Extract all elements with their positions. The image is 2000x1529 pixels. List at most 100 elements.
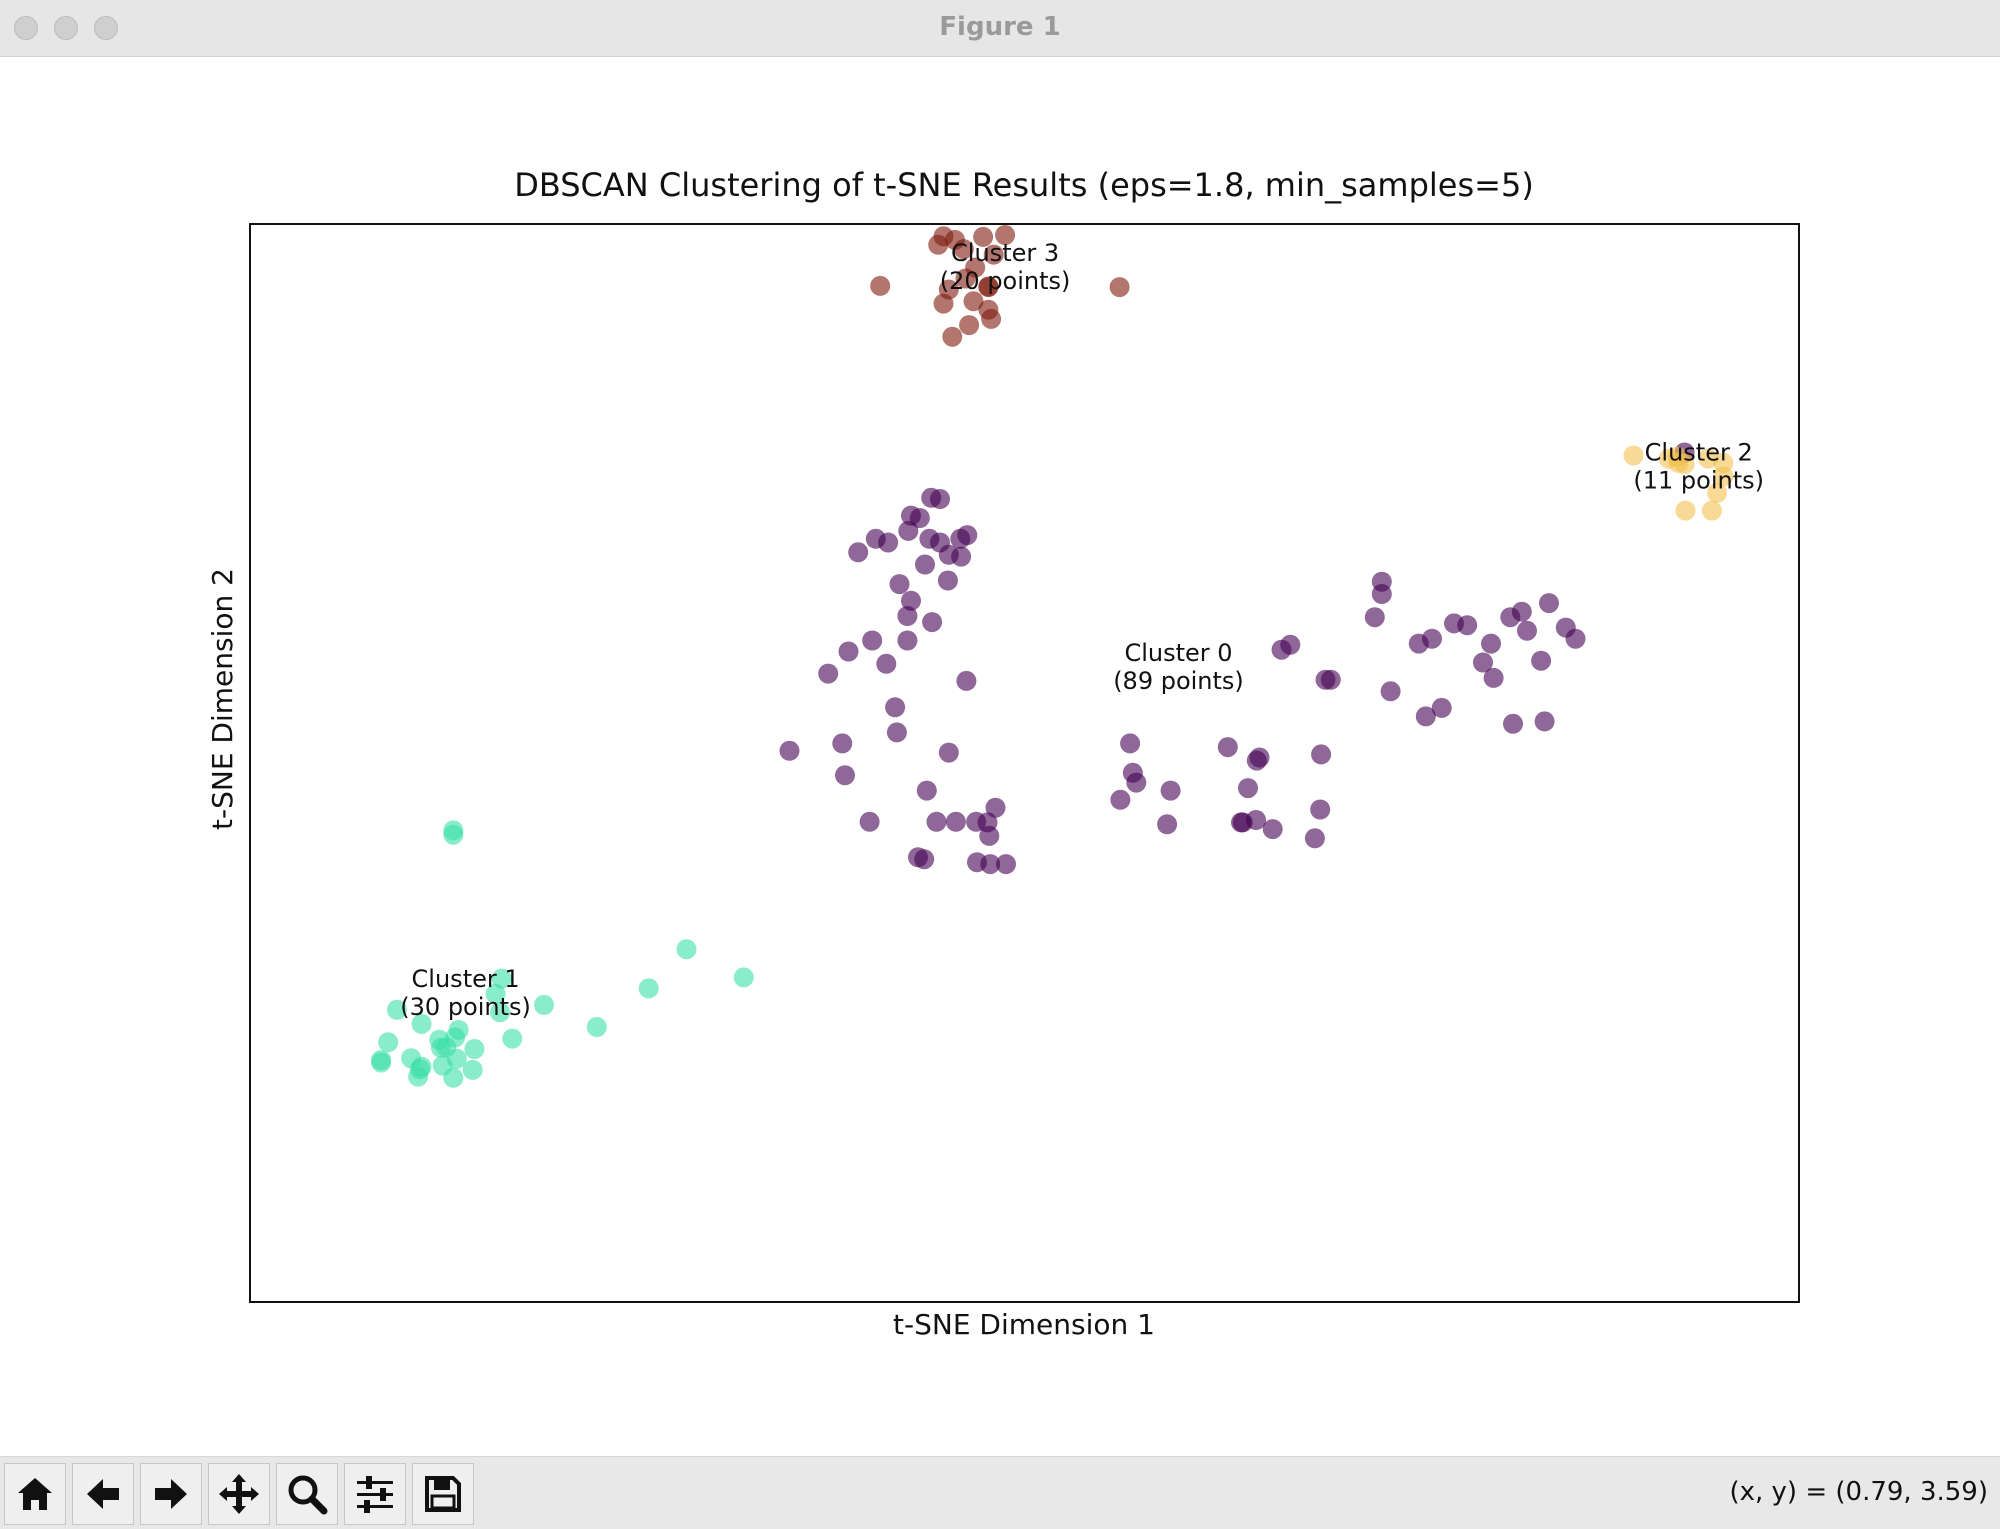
cluster-0-point: [956, 670, 977, 691]
cluster-0-point: [898, 520, 919, 541]
cluster-0-point: [832, 733, 853, 754]
close-window-button[interactable]: [14, 16, 38, 40]
cluster-0-point: [1320, 669, 1341, 690]
cluster-0-point: [1380, 681, 1401, 702]
cluster-3-point: [981, 308, 1002, 329]
cluster-0-point: [818, 663, 839, 684]
cluster-3-point: [953, 239, 974, 260]
cluster-0-point: [1534, 711, 1555, 732]
cluster-0-point: [897, 630, 918, 651]
minimize-window-button[interactable]: [54, 16, 78, 40]
cluster-1-point: [464, 1039, 485, 1059]
zoom-button[interactable]: [276, 1463, 338, 1525]
cluster-1-label: Cluster 1 (30 points): [400, 965, 531, 1021]
data-points: [371, 225, 1734, 1088]
cluster-0-point: [835, 765, 855, 786]
cluster-0-point: [878, 532, 899, 553]
save-icon: [425, 1476, 461, 1512]
cluster-0-point: [915, 554, 935, 575]
plot-area-frame: [249, 223, 1800, 1303]
cluster-0-point: [1311, 744, 1332, 765]
cluster-1-point: [378, 1032, 399, 1053]
cluster-labels: Cluster 0 (89 points) Cluster 1 (30 points)…: [400, 239, 1764, 1021]
pan-button[interactable]: [208, 1463, 270, 1525]
home-icon: [18, 1478, 52, 1510]
cluster-0-point: [1249, 747, 1270, 768]
back-button[interactable]: [72, 1463, 134, 1525]
cluster-2-point: [1675, 500, 1696, 521]
cluster-3-point: [870, 275, 891, 296]
navigation-toolbar: (x, y) = (0.79, 3.59): [0, 1456, 2000, 1529]
cluster-label-name: Cluster 1: [412, 965, 520, 993]
cluster-0-point: [967, 852, 987, 873]
save-button[interactable]: [412, 1463, 474, 1525]
cluster-1-point: [485, 983, 506, 1004]
cluster-label-name: Cluster 2: [1645, 439, 1753, 467]
cluster-3-point: [933, 293, 954, 314]
cluster-0-point: [1481, 633, 1501, 654]
cluster-0-label: Cluster 0 (89 points): [1113, 639, 1244, 695]
forward-button[interactable]: [140, 1463, 202, 1525]
cluster-1-point: [638, 978, 659, 999]
x-axis-label: t-SNE Dimension 1: [893, 1308, 1155, 1341]
cluster-0-point: [938, 742, 959, 763]
cluster-label-count: (89 points): [1113, 667, 1244, 695]
cluster-0-point: [1231, 812, 1251, 833]
cluster-3-point: [928, 234, 949, 255]
cluster-1-point: [371, 1050, 392, 1071]
cluster-0-point: [1415, 706, 1436, 727]
cluster-3-point: [995, 225, 1016, 245]
configure-subplots-button[interactable]: [344, 1463, 406, 1525]
scatter-chart: DBSCAN Clustering of t-SNE Results (eps=…: [206, 166, 1800, 1341]
cluster-0-point: [977, 812, 998, 833]
y-axis-label: t-SNE Dimension 2: [206, 568, 239, 830]
cluster-0-point: [950, 528, 971, 549]
cluster-0-point: [1457, 615, 1478, 636]
cluster-3-point: [973, 226, 994, 247]
sliders-icon: [357, 1476, 393, 1513]
cluster-0-point: [779, 740, 800, 761]
cluster-0-point: [1511, 601, 1532, 622]
cluster-0-point: [1157, 814, 1178, 835]
cluster-0-point: [945, 811, 966, 832]
cluster-0-point: [926, 811, 947, 832]
title-bar: Figure 1: [0, 0, 2000, 57]
cluster-0-point: [922, 612, 943, 633]
cluster-1-point: [432, 1055, 453, 1076]
cluster-1-point: [534, 994, 554, 1015]
cluster-1-point: [443, 820, 464, 841]
cluster-0-point: [1238, 778, 1258, 799]
cluster-0-point: [1280, 634, 1301, 655]
cluster-1-point: [462, 1059, 483, 1080]
cluster-0-point: [1431, 697, 1452, 718]
search-icon: [288, 1475, 328, 1515]
cluster-0-point: [1110, 789, 1131, 810]
cluster-0-point: [1555, 617, 1576, 638]
cluster-3-point: [959, 315, 980, 336]
cluster-1-point: [502, 1028, 523, 1049]
cluster-3-label: Cluster 3 (20 points): [940, 239, 1071, 295]
cluster-2-point: [1698, 448, 1719, 469]
window-title: Figure 1: [939, 12, 1061, 42]
cluster-0-point: [1160, 780, 1181, 801]
cluster-2-point: [1713, 466, 1734, 487]
cluster-0-point: [1364, 607, 1385, 628]
cluster-3-point: [983, 244, 1004, 265]
cluster-label-count: (30 points): [400, 993, 531, 1021]
maximize-window-button[interactable]: [94, 16, 118, 40]
cluster-label-name: Cluster 0: [1124, 639, 1232, 667]
cluster-1-point: [387, 999, 407, 1020]
cluster-3-point: [955, 268, 976, 289]
cluster-0-point: [859, 811, 880, 832]
cluster-0-point: [1531, 650, 1552, 671]
cluster-0-point: [1217, 737, 1238, 758]
move-icon: [219, 1474, 259, 1514]
arrow-left-icon: [87, 1479, 119, 1509]
cluster-0-point: [1120, 733, 1141, 754]
cluster-3-point: [978, 277, 999, 298]
figure-canvas[interactable]: DBSCAN Clustering of t-SNE Results (eps=…: [0, 57, 2000, 1455]
cluster-0-point: [914, 849, 935, 870]
cluster-0-point: [909, 508, 930, 528]
home-button[interactable]: [4, 1463, 66, 1525]
